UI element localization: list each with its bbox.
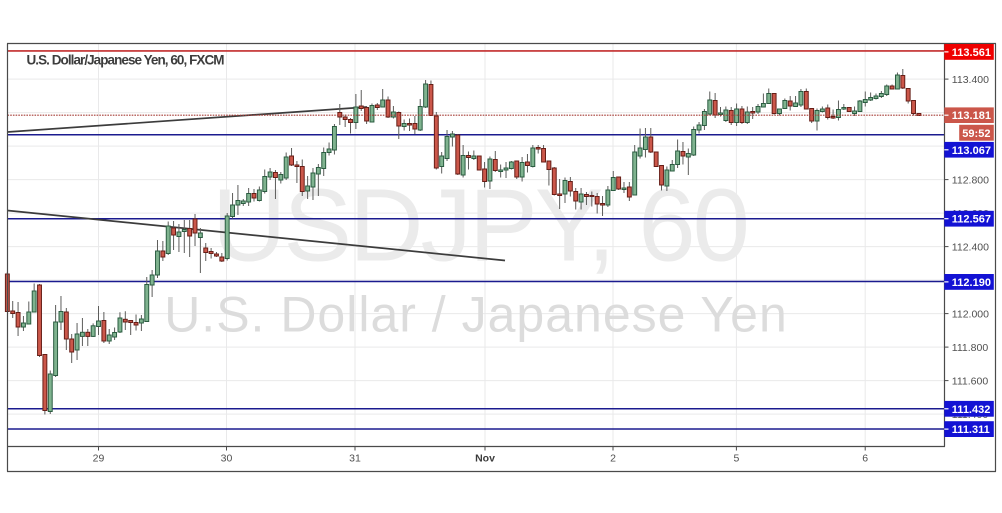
svg-text:30: 30 <box>221 452 233 464</box>
svg-text:Nov: Nov <box>475 452 495 464</box>
svg-text:112.190: 112.190 <box>952 277 991 289</box>
svg-text:112.567: 112.567 <box>952 214 991 226</box>
svg-text:6: 6 <box>862 452 868 464</box>
svg-text:U.S. Dollar / Japanese Yen: U.S. Dollar / Japanese Yen <box>164 287 788 343</box>
svg-text:111.311: 111.311 <box>952 424 990 436</box>
svg-text:111.432: 111.432 <box>952 404 991 416</box>
svg-text:113.561: 113.561 <box>952 47 991 59</box>
svg-text:2: 2 <box>610 452 616 464</box>
svg-text:111.600: 111.600 <box>952 376 989 388</box>
svg-text:5: 5 <box>733 452 739 464</box>
svg-text:111.800: 111.800 <box>952 342 989 354</box>
svg-text:113.181: 113.181 <box>952 110 991 122</box>
svg-text:31: 31 <box>349 452 361 464</box>
svg-text:29: 29 <box>93 452 105 464</box>
svg-text:112.000: 112.000 <box>952 309 989 321</box>
svg-text:112.400: 112.400 <box>952 242 989 254</box>
svg-text:113.067: 113.067 <box>952 145 991 157</box>
svg-text:112.800: 112.800 <box>952 175 989 187</box>
svg-text:59:52: 59:52 <box>962 128 990 140</box>
svg-text:113.400: 113.400 <box>952 74 989 86</box>
svg-text:U.S. Dollar/Japanese Yen, 60,: U.S. Dollar/Japanese Yen, 60, FXCM <box>27 53 225 68</box>
